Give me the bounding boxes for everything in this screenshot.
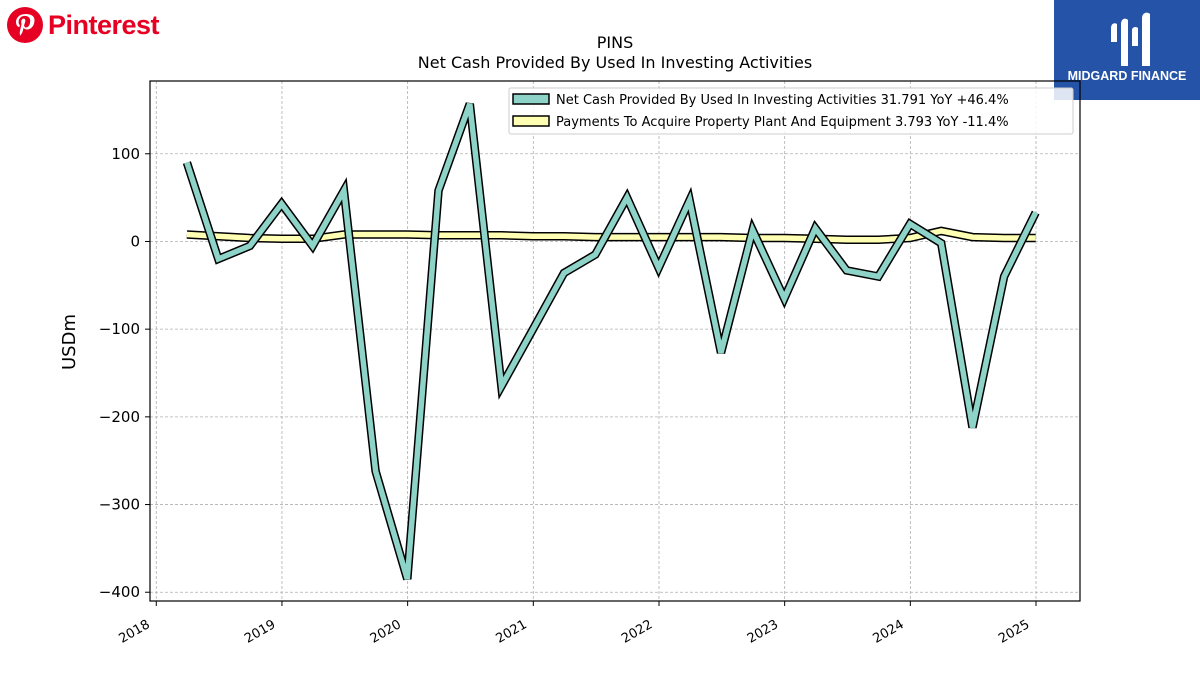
y-tick-label: −400 <box>99 583 140 601</box>
pinterest-wordmark: Pinterest <box>48 9 160 40</box>
y-tick-label: 0 <box>130 232 140 250</box>
x-tick-label: 2023 <box>745 617 781 647</box>
series-line-capex-payments <box>186 228 1036 243</box>
pinterest-brand: Pinterest <box>6 6 160 44</box>
midgard-finance-logo: MIDGARD FINANCE <box>1054 0 1200 100</box>
y-tick-label: −200 <box>99 408 140 426</box>
legend-label-net-cash: Net Cash Provided By Used In Investing A… <box>556 93 1009 108</box>
y-tick-label: 100 <box>111 145 140 163</box>
series-layer <box>182 102 1040 581</box>
legend-swatch-capex <box>512 115 550 127</box>
midgard-finance-wordmark: MIDGARD FINANCE <box>1067 69 1187 83</box>
midgard-finance-logo-icon <box>1111 12 1150 66</box>
y-axis-label: USDm <box>59 314 80 370</box>
axes: 2018 2019 2020 2021 2022 2023 2024 2025 100 0 −100… <box>99 145 1037 647</box>
legend-label-capex: Payments To Acquire Property Plant And E… <box>556 115 1009 130</box>
y-tick-label: −300 <box>99 496 140 514</box>
legend-swatch-net-cash <box>512 93 550 105</box>
x-tick-label: 2022 <box>619 617 655 647</box>
x-tick-label: 2021 <box>493 617 529 647</box>
legend-box <box>508 87 1074 135</box>
series-outline-net-cash-investing <box>182 102 1040 581</box>
x-tick-label: 2018 <box>116 617 152 647</box>
series-line-net-cash-investing <box>184 102 1039 580</box>
x-tick-label: 2020 <box>368 617 404 647</box>
y-tick-label: −100 <box>99 320 140 338</box>
chart-title: PINS <box>597 33 634 52</box>
chart-subtitle: Net Cash Provided By Used In Investing A… <box>418 53 812 72</box>
x-tick-label: 2019 <box>242 617 278 647</box>
x-tick-label: 2024 <box>871 617 907 647</box>
gridlines <box>150 81 1080 601</box>
legend: Net Cash Provided By Used In Investing A… <box>508 87 1074 135</box>
x-tick-label: 2025 <box>996 617 1032 647</box>
plot-frame <box>149 80 1081 602</box>
pinterest-logo-icon <box>7 7 43 43</box>
